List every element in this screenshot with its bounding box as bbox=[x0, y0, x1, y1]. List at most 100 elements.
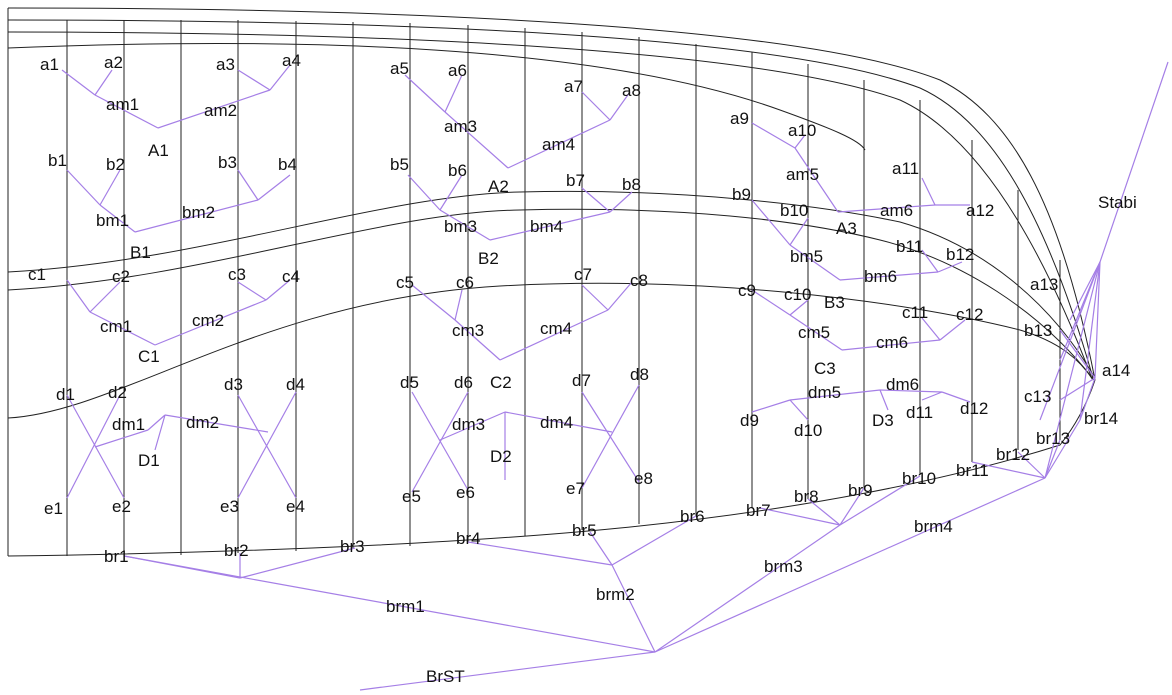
tree-a5-am3 bbox=[404, 74, 446, 113]
label-D3: D3 bbox=[872, 411, 894, 430]
tree-bm4-B2 bbox=[489, 211, 611, 241]
label-B1: B1 bbox=[130, 243, 151, 262]
label-a4: a4 bbox=[282, 51, 301, 70]
label-brm3: brm3 bbox=[764, 557, 803, 576]
tree-bm5-B3 bbox=[789, 244, 841, 281]
label-br3: br3 bbox=[340, 537, 365, 556]
label-A2: A2 bbox=[488, 177, 509, 196]
label-br2: br2 bbox=[224, 541, 249, 560]
tree-a11-am6 bbox=[921, 177, 936, 206]
label-c9: c9 bbox=[738, 281, 756, 300]
tree-c12-cm6 bbox=[939, 319, 966, 341]
tree-brm1-BrST bbox=[123, 555, 656, 653]
label-e3: e3 bbox=[220, 497, 239, 516]
label-bm5: bm5 bbox=[790, 247, 823, 266]
tree-a3-am2 bbox=[237, 69, 271, 91]
label-cm1: cm1 bbox=[100, 317, 132, 336]
tree-br14-node bbox=[1044, 377, 1096, 479]
label-br14: br14 bbox=[1084, 409, 1118, 428]
label-br6: br6 bbox=[680, 507, 705, 526]
spar-a bbox=[7, 42, 866, 151]
tree-br13-brm4 bbox=[1044, 439, 1061, 479]
tree-cm4-C2 bbox=[499, 309, 609, 361]
label-C3: C3 bbox=[814, 359, 836, 378]
outline-bottom bbox=[7, 379, 1096, 557]
label-brm4: brm4 bbox=[914, 517, 953, 536]
tree-bm2-B1 bbox=[134, 199, 259, 233]
tree-dm4-join bbox=[504, 411, 613, 433]
label-b2: b2 bbox=[106, 155, 125, 174]
label-c11: c11 bbox=[902, 303, 928, 322]
load-path-tree bbox=[61, 61, 1169, 691]
label-D2: D2 bbox=[490, 447, 512, 466]
label-a13: a13 bbox=[1030, 275, 1058, 294]
label-br4: br4 bbox=[456, 529, 481, 548]
label-cm6: cm6 bbox=[876, 333, 908, 352]
tree-c6-cm3 bbox=[454, 289, 463, 321]
tree-brm3-BrST bbox=[654, 524, 841, 653]
tree-am1-A1 bbox=[94, 94, 159, 129]
label-br5: br5 bbox=[572, 521, 597, 540]
label-br12: br12 bbox=[996, 445, 1030, 464]
tree-a2-am1 bbox=[94, 69, 113, 96]
tree-br5-brm2 bbox=[589, 531, 613, 566]
label-e1: e1 bbox=[44, 499, 63, 518]
tree-dm1-D1 bbox=[94, 429, 149, 448]
label-br10: br10 bbox=[902, 469, 936, 488]
tree-b11-bm6 bbox=[921, 249, 939, 273]
tree-b13-tip bbox=[1059, 329, 1096, 379]
label-b4: b4 bbox=[278, 155, 297, 174]
tree-fan-4 bbox=[1079, 261, 1101, 421]
label-c2: c2 bbox=[112, 267, 130, 286]
label-dm3: dm3 bbox=[452, 415, 485, 434]
outline-top bbox=[7, 7, 1096, 381]
label-dm5: dm5 bbox=[808, 383, 841, 402]
tree-d6-e5 bbox=[411, 391, 469, 493]
tree-c2-cm1 bbox=[89, 281, 121, 313]
tree-b9-bm5 bbox=[751, 199, 791, 246]
label-d12: d12 bbox=[960, 399, 988, 418]
label-dm2: dm2 bbox=[186, 413, 219, 432]
label-am2: am2 bbox=[204, 101, 237, 120]
tree-dm3-D2 bbox=[439, 411, 506, 441]
label-d3: d3 bbox=[224, 375, 243, 394]
label-br9: br9 bbox=[848, 481, 873, 500]
label-c4: c4 bbox=[282, 267, 300, 286]
label-c6: c6 bbox=[456, 273, 474, 292]
tree-a7-am4 bbox=[581, 91, 611, 121]
tree-dm5-D3 bbox=[789, 389, 881, 401]
tree-c8-cm4 bbox=[607, 281, 633, 311]
label-d6: d6 bbox=[454, 373, 473, 392]
label-bm1: bm1 bbox=[96, 211, 129, 230]
tree-am2-A1 bbox=[157, 89, 271, 129]
tree-b6-bm3 bbox=[439, 174, 463, 211]
tree-a13-a14 bbox=[1094, 261, 1101, 379]
label-c1: c1 bbox=[28, 265, 46, 284]
label-a10: a10 bbox=[788, 121, 816, 140]
tree-b1-bm1 bbox=[66, 169, 101, 206]
tree-d3-e4 bbox=[237, 394, 297, 499]
tree-D1-dm2 bbox=[147, 414, 166, 431]
tree-fan-3 bbox=[1039, 261, 1101, 421]
tree-br4-brm2 bbox=[467, 541, 613, 566]
tree-d10-dm5 bbox=[789, 399, 809, 421]
label-d8: d8 bbox=[630, 365, 649, 384]
label-cm3: cm3 bbox=[452, 321, 484, 340]
tree-D1-stem bbox=[154, 414, 166, 451]
label-Stabi: Stabi bbox=[1098, 193, 1137, 212]
tree-d12-dm6 bbox=[941, 391, 971, 403]
tree-d8-e7 bbox=[581, 384, 640, 489]
tree-b3-bm2 bbox=[237, 169, 259, 201]
label-a5: a5 bbox=[390, 59, 409, 78]
label-d9: d9 bbox=[740, 411, 759, 430]
label-bm6: bm6 bbox=[864, 267, 897, 286]
label-a12: a12 bbox=[966, 201, 994, 220]
tree-am3-A2 bbox=[444, 111, 509, 169]
tree-cm6-C3 bbox=[841, 339, 941, 351]
tree-c4-cm2 bbox=[265, 279, 291, 301]
outline-band-3 bbox=[7, 31, 1092, 377]
tree-cm2-C1 bbox=[154, 299, 267, 346]
label-b5: b5 bbox=[390, 155, 409, 174]
tree-b5-bm3 bbox=[407, 174, 441, 211]
